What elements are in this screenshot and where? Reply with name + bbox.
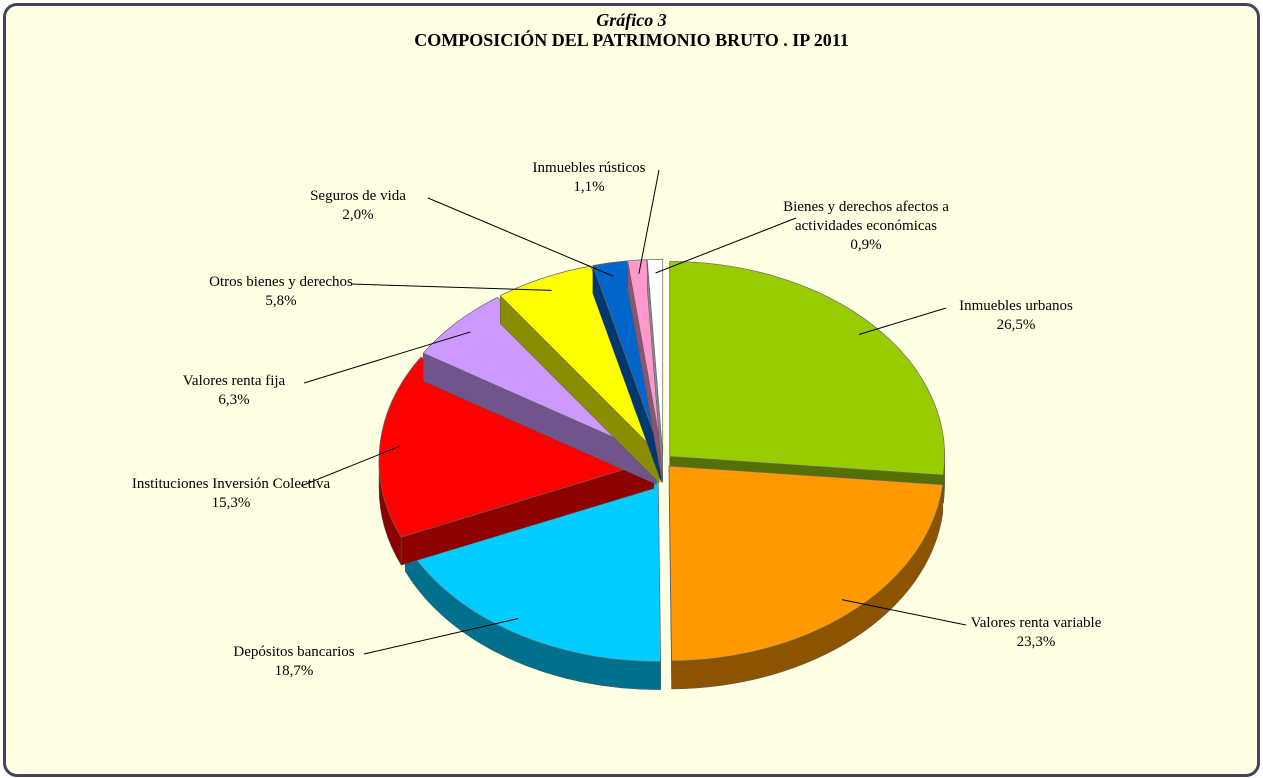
slice-top: [378, 356, 656, 538]
leader-line: [655, 217, 797, 274]
leader-line: [303, 331, 471, 384]
pie-slice: [668, 465, 944, 690]
value-label: 23,3%: [1016, 634, 1056, 650]
category-label: Seguros de vida: [310, 188, 406, 204]
category-label: Otros bienes y derechos: [209, 274, 353, 290]
slice-label: Bienes y derechos afectos a actividades …: [766, 198, 966, 255]
category-label: Valores renta variable: [970, 615, 1102, 631]
pie-slice: [627, 259, 663, 483]
slice-top: [646, 258, 664, 455]
slice-label: Seguros de vida 2,0%: [258, 187, 458, 225]
category-label: Depósitos bancarios: [233, 644, 355, 660]
pie-slice: [592, 260, 662, 483]
category-label: Instituciones Inversión Colectiva: [131, 476, 331, 492]
slice-label: Valores renta fija 6,3%: [134, 372, 334, 410]
value-label: 15,3%: [211, 495, 251, 511]
slice-top: [499, 265, 660, 456]
category-label: Inmuebles urbanos: [959, 298, 1073, 314]
value-label: 1,1%: [573, 179, 605, 195]
slice-label: Otros bienes y derechos 5,8%: [181, 273, 381, 311]
chart-title: COMPOSICIÓN DEL PATRIMONIO BRUTO . IP 20…: [414, 30, 849, 50]
pie-slice: [378, 356, 656, 567]
slice-top: [668, 465, 944, 662]
category-label: Bienes y derechos afectos a actividades …: [783, 198, 949, 234]
chart-subtitle: Gráfico 3: [596, 10, 667, 30]
value-label: 18,7%: [274, 663, 314, 679]
value-label: 0,9%: [850, 236, 882, 253]
leader-line: [427, 197, 614, 277]
slice-label: Valores renta variable 23,3%: [936, 614, 1136, 652]
pie-slice: [404, 466, 662, 690]
value-label: 6,3%: [218, 392, 250, 408]
category-label: Valores renta fija: [182, 373, 286, 389]
slice-label: Instituciones Inversión Colectiva 15,3%: [131, 475, 331, 513]
chart-frame: Gráfico 3 COMPOSICIÓN DEL PATRIMONIO BRU…: [3, 3, 1260, 777]
slice-label: Depósitos bancarios 18,7%: [194, 643, 394, 681]
slice-top: [669, 261, 946, 476]
slice-top: [404, 466, 662, 662]
pie: [300, 169, 967, 690]
pie-slice: [669, 261, 946, 504]
leader-line: [363, 617, 519, 655]
value-label: 5,8%: [265, 293, 297, 309]
leader-line: [300, 446, 400, 487]
leader-line: [350, 283, 552, 291]
leader-line: [858, 307, 947, 336]
value-label: 26,5%: [996, 317, 1036, 333]
slice-top: [627, 259, 663, 455]
category-label: Inmuebles rústicos: [532, 160, 646, 176]
leader-line: [841, 599, 967, 626]
slice-label: Inmuebles rústicos 1,1%: [489, 159, 689, 197]
value-label: 2,0%: [342, 207, 374, 223]
pie-slice: [499, 265, 660, 484]
pie-slice: [646, 258, 664, 483]
slice-label: Inmuebles urbanos 26,5%: [916, 297, 1116, 335]
leader-line: [638, 169, 660, 274]
slice-top: [592, 260, 662, 455]
